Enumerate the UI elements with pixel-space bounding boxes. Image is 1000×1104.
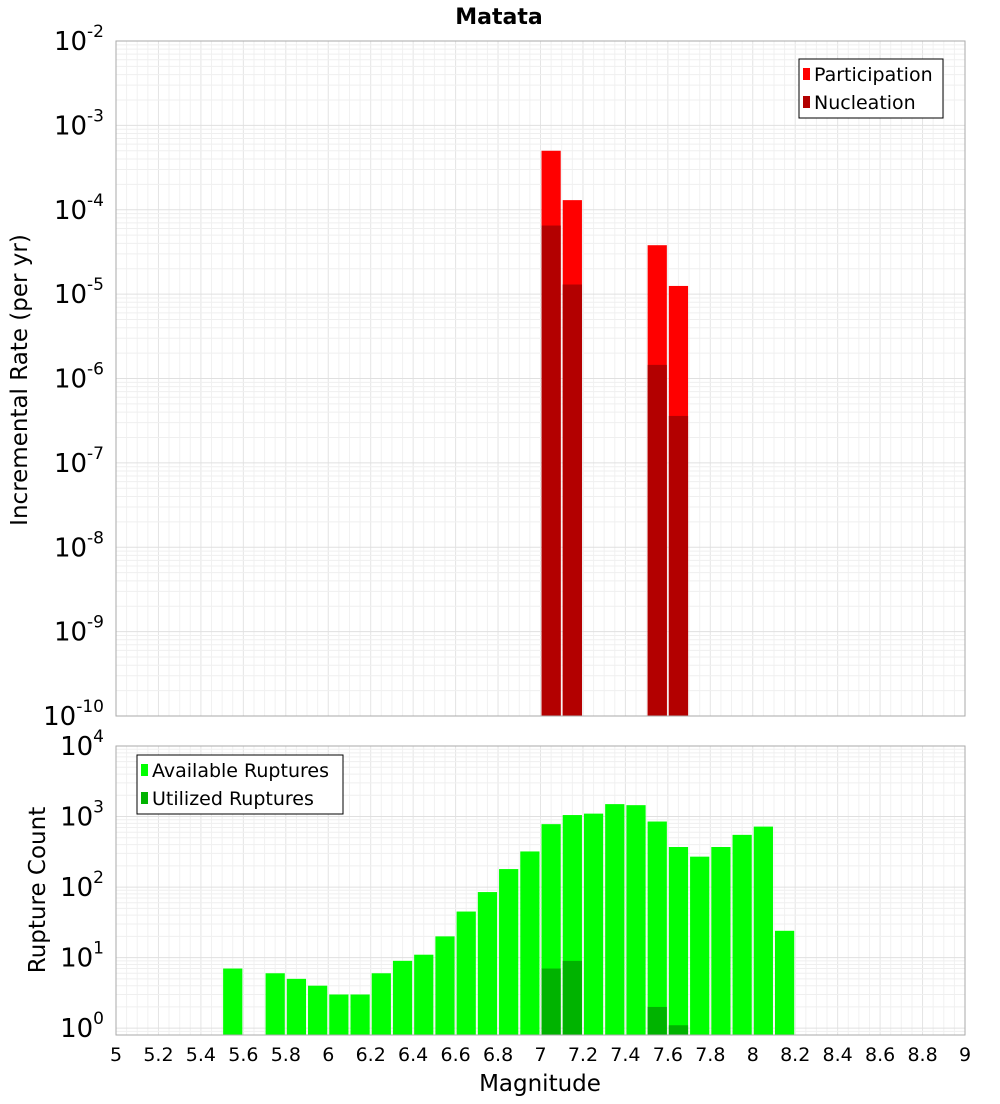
legend-box — [798, 58, 944, 119]
y-tick-label: 102 — [60, 868, 104, 903]
x-tick-label: 5 — [110, 1044, 122, 1066]
y-tick-label: 10-5 — [54, 275, 104, 310]
y-tick-label: 10-7 — [54, 444, 104, 479]
grid-lines — [115, 745, 966, 1036]
legend-swatch — [803, 68, 810, 80]
bar — [223, 968, 243, 1035]
y-tick-label: 10-8 — [54, 528, 104, 563]
x-tick-label: 7.6 — [653, 1044, 683, 1066]
y-tick-labels: 10-10 10-9 10-8 10-7 10-6 10-5 10-4 10-3 10-2 — [43, 22, 104, 732]
bar — [435, 936, 455, 1035]
bar — [286, 978, 307, 1035]
bar — [668, 415, 689, 716]
bar — [647, 364, 667, 716]
bar — [414, 954, 434, 1035]
bar — [541, 968, 561, 1035]
bar — [647, 1006, 667, 1035]
x-tick-label: 6.8 — [483, 1044, 513, 1066]
x-tick-label: 8.2 — [780, 1044, 810, 1066]
x-tick-label: 7.8 — [695, 1044, 725, 1066]
y-tick-label: 10-4 — [54, 191, 104, 226]
y-tick-label: 103 — [60, 798, 104, 833]
plot-frame — [115, 40, 966, 717]
bar — [774, 930, 795, 1035]
legend-swatch — [141, 792, 148, 804]
x-tick-label: 7 — [534, 1044, 546, 1066]
y-tick-label: 100 — [60, 1009, 104, 1044]
x-tick-label: 6.6 — [440, 1044, 470, 1066]
x-tick-label: 7.4 — [610, 1044, 640, 1066]
bar — [541, 225, 561, 716]
bar — [392, 960, 413, 1035]
bar — [647, 821, 667, 1035]
legend-box — [136, 754, 344, 815]
bar — [562, 284, 582, 716]
x-tick-label: 8.8 — [907, 1044, 937, 1066]
x-tick-labels: 5 5.2 5.4 5.6 5.8 6 6.2 6.4 6.6 6.8 7 7.2 7.4 7.6 7.8 8… — [110, 1044, 971, 1066]
bar — [753, 826, 773, 1035]
series-nucleation — [541, 225, 689, 716]
x-tick-label: 5.6 — [228, 1044, 258, 1066]
bar — [265, 973, 285, 1035]
legend-swatch — [803, 96, 810, 108]
bar — [477, 892, 498, 1035]
legend-label: Utilized Ruptures — [152, 788, 314, 810]
chart-title: Matata — [455, 5, 542, 30]
x-tick-label: 5.8 — [271, 1044, 301, 1066]
bar — [350, 994, 370, 1035]
bar — [690, 856, 710, 1035]
bar — [711, 847, 731, 1035]
x-tick-label: 6.2 — [356, 1044, 386, 1066]
bar — [520, 851, 540, 1035]
y-axis-label-rate: Incremental Rate (per yr) — [7, 234, 33, 526]
bottom-panel-rupture-count: 100 101 102 103 104 5 5.2 5.4 5.6 5.8 6 6.2 6.4 6.6 6.… — [60, 727, 971, 1066]
y-tick-label: 104 — [60, 727, 104, 762]
bar — [583, 813, 604, 1035]
legend-label: Available Ruptures — [152, 760, 329, 782]
x-tick-label: 8 — [747, 1044, 759, 1066]
y-tick-label: 10-9 — [54, 613, 104, 648]
legend: Available Ruptures Utilized Ruptures — [136, 754, 344, 815]
top-panel-rate: 10-10 10-9 10-8 10-7 10-6 10-5 10-4 10-3 10-2 Par… — [43, 22, 966, 732]
series-utilized-ruptures — [541, 960, 689, 1035]
y-tick-label: 10-3 — [54, 106, 104, 141]
legend-swatch — [141, 764, 148, 776]
bar — [308, 985, 328, 1035]
bar — [605, 804, 625, 1035]
y-axis-label-rupture-count: Rupture Count — [25, 807, 51, 973]
bar — [329, 994, 349, 1035]
y-tick-label: 10-2 — [54, 22, 104, 57]
y-tick-label: 10-10 — [43, 697, 104, 732]
bar — [626, 805, 646, 1035]
x-axis-label: Magnitude — [479, 1071, 601, 1097]
x-tick-label: 8.4 — [823, 1044, 853, 1066]
y-tick-label: 10-6 — [54, 360, 104, 395]
bar — [456, 911, 476, 1035]
y-tick-label: 101 — [60, 939, 104, 974]
bar — [371, 973, 391, 1035]
x-tick-label: 8.6 — [865, 1044, 895, 1066]
y-tick-labels: 100 101 102 103 104 — [60, 727, 104, 1044]
x-tick-label: 6 — [322, 1044, 334, 1066]
x-tick-label: 5.2 — [143, 1044, 173, 1066]
grid-lines — [115, 40, 966, 717]
bar — [668, 847, 689, 1035]
x-tick-label: 5.4 — [186, 1044, 216, 1066]
x-tick-label: 7.2 — [568, 1044, 598, 1066]
bar — [562, 960, 582, 1035]
x-tick-label: 9 — [959, 1044, 971, 1066]
plot-frame — [115, 745, 966, 1036]
bar — [668, 1025, 689, 1035]
series-available-ruptures — [223, 804, 795, 1035]
bar — [499, 869, 519, 1035]
bar — [732, 834, 752, 1035]
legend: Participation Nucleation — [798, 58, 944, 119]
legend-label: Nucleation — [814, 92, 916, 114]
legend-label: Participation — [814, 64, 933, 86]
x-tick-label: 6.4 — [398, 1044, 428, 1066]
